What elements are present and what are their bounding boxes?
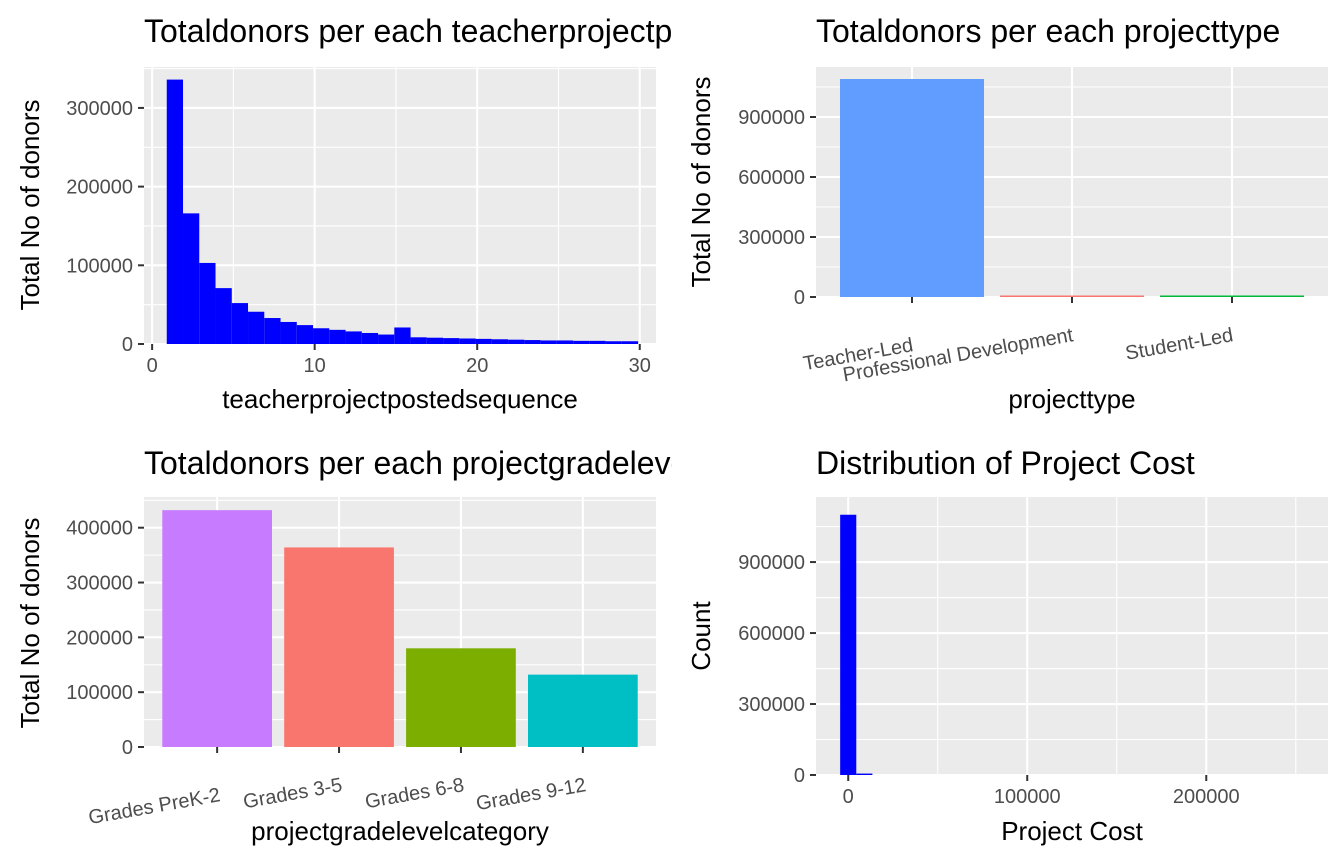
panel-2-bars	[840, 79, 1304, 297]
p1-bar	[459, 338, 476, 344]
p1-bar	[329, 329, 346, 344]
p1-bar	[231, 303, 249, 344]
panel-1-ticks: 0 100000 200000 300000 0 10 20 30	[66, 98, 651, 377]
p1-bar	[491, 339, 509, 344]
p4-bar	[856, 773, 873, 775]
p1-bar	[280, 321, 297, 344]
p1-x-tick-label: 20	[466, 355, 488, 377]
p1-y-tick-label: 0	[122, 334, 133, 356]
p1-bar	[215, 288, 232, 344]
p1-bar	[540, 340, 557, 344]
p2-y-tick-label: 300000	[738, 227, 805, 249]
p2-bar	[840, 79, 984, 297]
p1-bar	[524, 340, 541, 344]
p1-bar	[443, 338, 460, 344]
p1-bar	[589, 340, 606, 344]
panel-3: Totaldonors per each projectgradelevelca…	[15, 445, 818, 846]
p3-bar	[528, 674, 638, 747]
p1-x-tick-label: 0	[147, 355, 158, 377]
panel-1-bars	[166, 79, 639, 344]
panel-1-title: Totaldonors per each teacherprojectposte…	[144, 13, 889, 49]
p3-x-tick-label: Grades 6-8	[363, 774, 465, 813]
p1-bar	[248, 311, 265, 344]
panel-2-x-axis-title: projecttype	[1008, 384, 1135, 414]
p1-y-tick-label: 200000	[66, 177, 133, 199]
p3-y-tick-label: 300000	[66, 573, 133, 595]
p2-y-tick-label: 600000	[738, 167, 805, 189]
p3-y-tick-label: 400000	[66, 518, 133, 540]
p1-bar	[296, 325, 314, 344]
p3-bar	[406, 648, 516, 747]
p4-y-tick-label: 600000	[738, 623, 805, 645]
p2-y-tick-label: 0	[794, 287, 805, 309]
p3-bar	[284, 547, 394, 747]
p1-bar	[394, 327, 411, 344]
panel-4-x-axis-title: Project Cost	[1001, 816, 1143, 846]
panel-4-y-axis-title: Count	[686, 601, 716, 671]
p1-bar	[264, 318, 281, 344]
p1-bar	[573, 340, 590, 344]
p2-bar	[1160, 295, 1304, 297]
panel-4-ticks: 0 300000 600000 900000 0 100000 200000	[738, 552, 1239, 808]
p4-x-tick-label: 0	[843, 786, 854, 808]
p1-bar	[199, 262, 216, 344]
panel-3-title-clip: Totaldonors per each projectgradelevelca…	[144, 445, 818, 481]
panel-2: Totaldonors per each projecttype 0 300000…	[686, 13, 1328, 414]
panel-1: Totaldonors per each teacherprojectposte…	[15, 13, 889, 414]
p1-bar	[166, 79, 184, 344]
p3-y-tick-label: 0	[122, 737, 133, 759]
p1-y-tick-label: 100000	[66, 255, 133, 277]
panel-1-title-clip: Totaldonors per each teacherprojectposte…	[144, 13, 889, 49]
p3-x-tick-label: Grades PreK-2	[87, 784, 222, 829]
p3-bar	[162, 510, 272, 747]
p1-bar	[475, 338, 492, 344]
panel-3-x-axis-title: projectgradelevelcategory	[251, 816, 549, 846]
p1-bar	[361, 332, 379, 344]
panel-3-bars	[162, 510, 638, 747]
panel-4-gridlines	[816, 497, 1328, 777]
panel-4-title-clip: Distribution of Project Cost	[816, 445, 1195, 481]
panel-1-y-axis-title: Total No of donors	[15, 99, 45, 310]
p1-bar	[556, 340, 574, 344]
panel-1-x-axis-title: teacherprojectpostedsequence	[222, 384, 578, 414]
p1-bar	[183, 213, 200, 344]
panel-2-y-axis-title: Total No of donors	[686, 76, 716, 287]
p1-bar	[345, 331, 362, 344]
panel-3-y-axis-title: Total No of donors	[15, 517, 45, 728]
panel-4-bars	[840, 514, 873, 775]
p4-y-tick-label: 300000	[738, 694, 805, 716]
p3-x-tick-label: Grades 3-5	[242, 774, 344, 813]
p2-y-tick-label: 900000	[738, 107, 805, 129]
p2-bar	[1000, 295, 1144, 297]
p1-bar	[410, 337, 427, 344]
p2-x-tick-label: Student-Led	[1124, 324, 1235, 365]
p3-y-tick-label: 200000	[66, 627, 133, 649]
panel-4-plot-area	[816, 497, 1328, 775]
p1-bar	[426, 337, 444, 344]
panel-2-title-clip: Totaldonors per each projecttype	[816, 13, 1280, 49]
panel-1-gridlines	[144, 67, 656, 346]
p3-y-tick-label: 100000	[66, 682, 133, 704]
p1-x-tick-label: 10	[304, 355, 326, 377]
p4-bar	[840, 514, 857, 775]
p1-bar	[378, 334, 395, 344]
p1-bar	[508, 339, 525, 344]
p1-y-tick-label: 300000	[66, 98, 133, 120]
p1-bar	[621, 341, 639, 344]
p1-bar	[605, 341, 622, 344]
p3-x-tick-label: Grades 9-12	[474, 774, 587, 815]
panel-3-title: Totaldonors per each projectgradelevelca…	[144, 445, 818, 481]
p1-bar	[313, 328, 330, 344]
p4-y-tick-label: 0	[794, 765, 805, 787]
panel-4-title: Distribution of Project Cost	[816, 445, 1195, 481]
panel-2-title: Totaldonors per each projecttype	[816, 13, 1280, 49]
p4-x-tick-label: 200000	[1173, 786, 1240, 808]
p4-y-tick-label: 900000	[738, 552, 805, 574]
p1-x-tick-label: 30	[629, 355, 651, 377]
panel-4: Distribution of Project Cost 0 300000 6000…	[686, 445, 1328, 846]
p4-x-tick-label: 100000	[994, 786, 1061, 808]
